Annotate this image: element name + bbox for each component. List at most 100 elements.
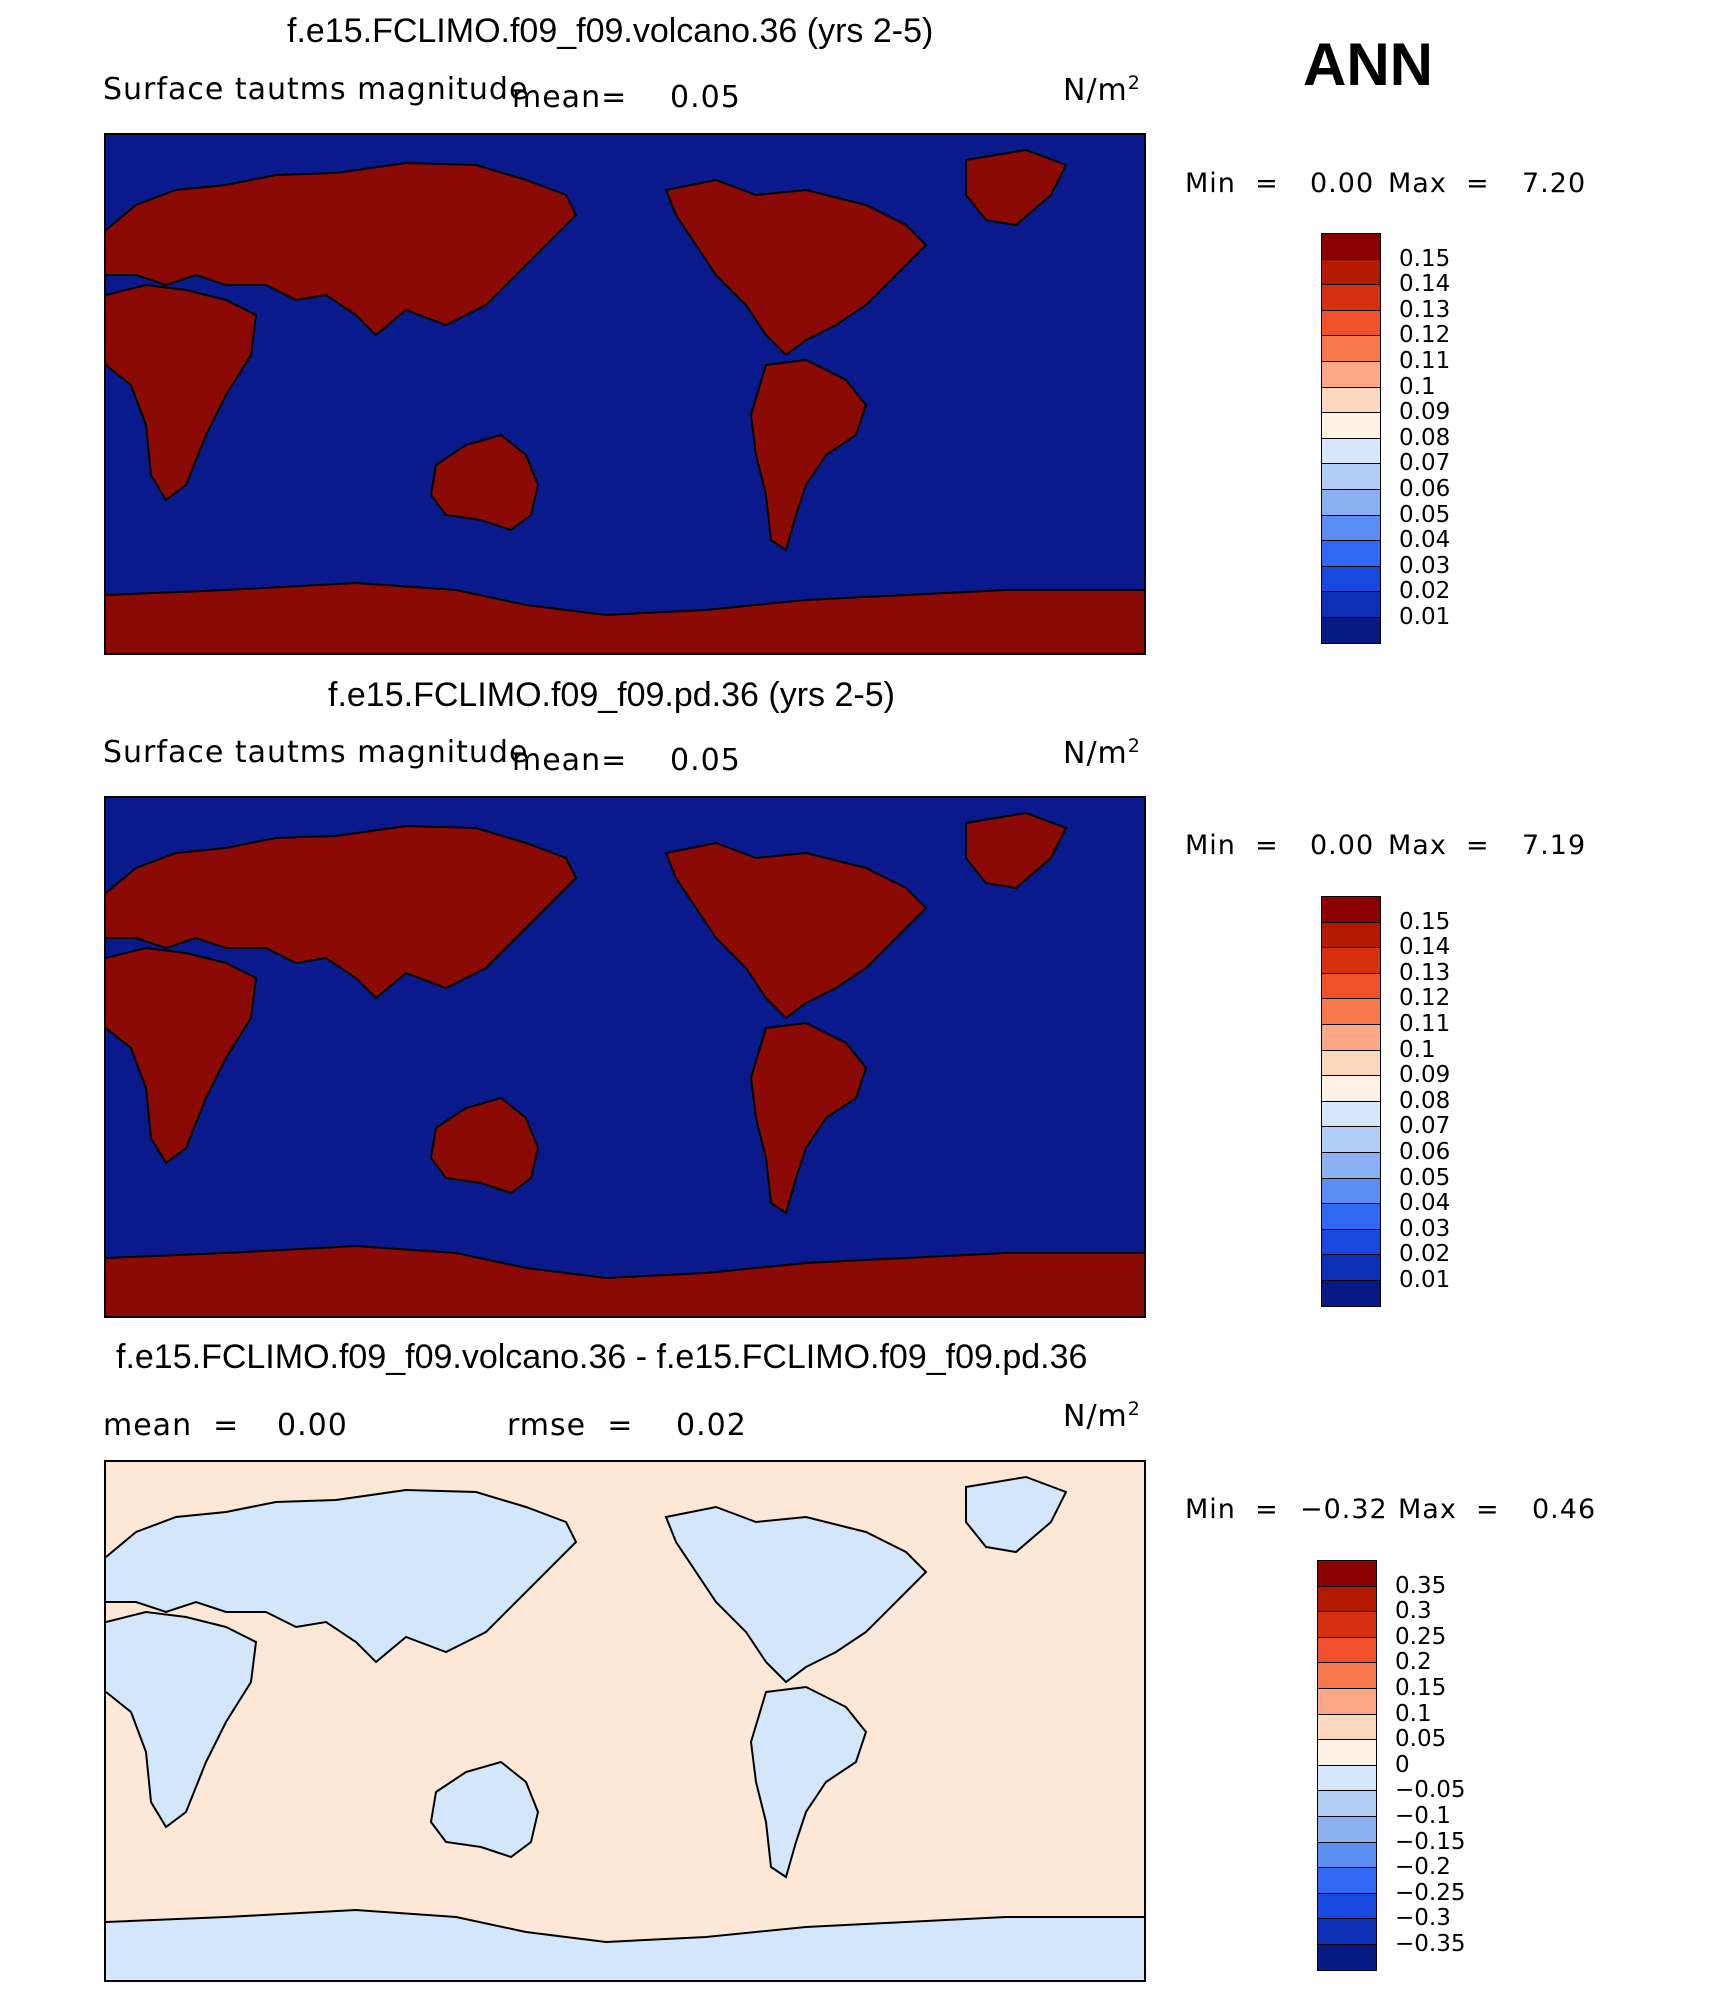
colorbar-swatch <box>1321 921 1381 949</box>
colorbar-swatch <box>1321 1100 1381 1128</box>
colorbar-swatch <box>1321 1228 1381 1256</box>
colorbar-level-label: 0.06 <box>1399 1139 1451 1165</box>
colorbar-level-label: 0.09 <box>1399 399 1451 426</box>
colorbar-swatch <box>1317 1841 1377 1869</box>
north-america-coast <box>664 841 928 1020</box>
colorbar-level-label: 0.1 <box>1399 1036 1436 1063</box>
colorbar-swatch <box>1317 1585 1377 1613</box>
land-field <box>106 813 1144 1316</box>
min-label-pd: Min = <box>1185 830 1279 861</box>
eurasia-coast <box>106 824 578 1000</box>
south-america-coast <box>749 1685 868 1879</box>
north-america-coast <box>664 1505 928 1684</box>
australia-coast <box>429 433 540 532</box>
colorbar-level-label: 0 <box>1395 1751 1410 1778</box>
greenland-coast <box>965 1475 1068 1554</box>
colorbar-swatch <box>1321 284 1381 311</box>
panel-title-volcano: f.e15.FCLIMO.f09_f09.volcano.36 (yrs 2-5… <box>287 12 934 50</box>
units-diff: N/m2 <box>1063 1398 1141 1434</box>
rmse-label-diff: rmse = <box>507 1408 634 1443</box>
australia-coast <box>429 1096 540 1195</box>
colorbar-swatch <box>1321 896 1381 923</box>
colorbar-swatch <box>1317 1662 1377 1689</box>
north-america-landmass <box>666 1507 926 1682</box>
colorbar-level-label: −0.3 <box>1395 1905 1451 1932</box>
colorbar-swatch <box>1317 1867 1377 1894</box>
mean-label-pd: mean= <box>512 743 628 778</box>
colorbar-swatch <box>1321 335 1381 362</box>
min-value-pd: 0.00 <box>1310 830 1375 861</box>
map-canvas-diff <box>106 1462 1144 1980</box>
south-america-landmass <box>751 360 866 550</box>
variable-label-pd: Surface tautms magnitude <box>103 735 529 770</box>
max-label-pd: Max = <box>1388 830 1490 861</box>
colorbar-level-label: 0.35 <box>1395 1572 1447 1599</box>
colorbar-level-label: 0.03 <box>1399 552 1451 579</box>
colorbar-swatch <box>1321 463 1381 490</box>
colorbar-swatch <box>1317 1713 1377 1741</box>
africa-coast <box>106 283 258 502</box>
colorbar-level-label: −0.05 <box>1395 1777 1466 1804</box>
colorbar-level-label: 0.11 <box>1399 1011 1451 1037</box>
colorbar-swatch <box>1321 1152 1381 1179</box>
colorbar-level-label: 0.1 <box>1395 1700 1432 1727</box>
eurasia-landmass <box>106 826 576 998</box>
colorbar-level-label: −0.2 <box>1395 1854 1451 1881</box>
australia-landmass <box>431 1762 538 1857</box>
colorbar-swatch <box>1321 258 1381 286</box>
colorbar-level-label: 0.02 <box>1399 1241 1451 1268</box>
colorbar-level-label: −0.15 <box>1395 1828 1466 1855</box>
colorbar-swatch <box>1321 1126 1381 1153</box>
panel-title-pd: f.e15.FCLIMO.f09_f09.pd.36 (yrs 2-5) <box>328 676 895 714</box>
variable-label-volcano: Surface tautms magnitude <box>103 72 529 107</box>
min-label-diff: Min = <box>1185 1494 1279 1525</box>
land-field <box>106 1477 1144 1980</box>
colorbar-swatch <box>1321 565 1381 593</box>
south-america-coast <box>749 1021 868 1215</box>
north-america-landmass <box>666 843 926 1018</box>
min-value-volcano: 0.00 <box>1310 168 1375 199</box>
max-value-pd: 7.19 <box>1522 830 1587 861</box>
colorbar-level-label: 0.04 <box>1399 1190 1451 1217</box>
colorbar-level-label: 0.25 <box>1395 1623 1447 1650</box>
map-diff <box>104 1460 1146 1982</box>
colorbar-level-label: 0.15 <box>1399 245 1451 272</box>
colorbar-swatch <box>1317 1636 1377 1664</box>
units-volcano: N/m2 <box>1063 72 1141 108</box>
land-field <box>106 150 1144 653</box>
colorbar-swatch <box>1321 1254 1381 1281</box>
colorbar-swatch <box>1317 1611 1377 1638</box>
africa-landmass <box>106 285 256 500</box>
colorbar-level-label: 0.12 <box>1399 322 1451 349</box>
colorbar-swatch <box>1321 361 1381 388</box>
colorbar-level-label: 0.05 <box>1399 501 1451 528</box>
colorbar-level-label: 0.07 <box>1399 450 1451 477</box>
colorbar-level-label: 0.01 <box>1399 604 1451 630</box>
colorbar-level-label: 0.14 <box>1399 271 1451 298</box>
colorbar-level-label: 0.3 <box>1395 1598 1432 1625</box>
africa-coast <box>106 946 258 1165</box>
colorbar-swatch <box>1321 1024 1381 1051</box>
colorbar-level-label: 0.15 <box>1395 1675 1447 1701</box>
greenland-coast <box>965 148 1068 227</box>
colorbar-level-label: 0.09 <box>1399 1062 1451 1089</box>
colorbar-swatch <box>1321 591 1381 618</box>
units-exponent: 2 <box>1127 1398 1141 1420</box>
colorbar-swatch <box>1321 1075 1381 1102</box>
rmse-value-diff: 0.02 <box>676 1408 747 1443</box>
colorbar-level-label: 0.14 <box>1399 934 1451 961</box>
min-label-volcano: Min = <box>1185 168 1279 199</box>
min-value-diff: −0.32 <box>1300 1494 1388 1525</box>
units-exponent: 2 <box>1127 735 1141 757</box>
coastlines <box>106 1475 1144 1944</box>
colorbar-level-label: 0.1 <box>1399 373 1436 400</box>
north-america-coast <box>664 178 928 357</box>
colorbar-swatch <box>1321 437 1381 465</box>
map-volcano <box>104 133 1146 655</box>
south-america-landmass <box>751 1023 866 1213</box>
colorbar-level-label: 0.08 <box>1399 1087 1451 1114</box>
colorbar-level-label: 0.05 <box>1399 1164 1451 1191</box>
greenland-landmass <box>966 1477 1066 1552</box>
units-base: N/m <box>1063 736 1128 771</box>
greenland-coast <box>965 811 1068 890</box>
